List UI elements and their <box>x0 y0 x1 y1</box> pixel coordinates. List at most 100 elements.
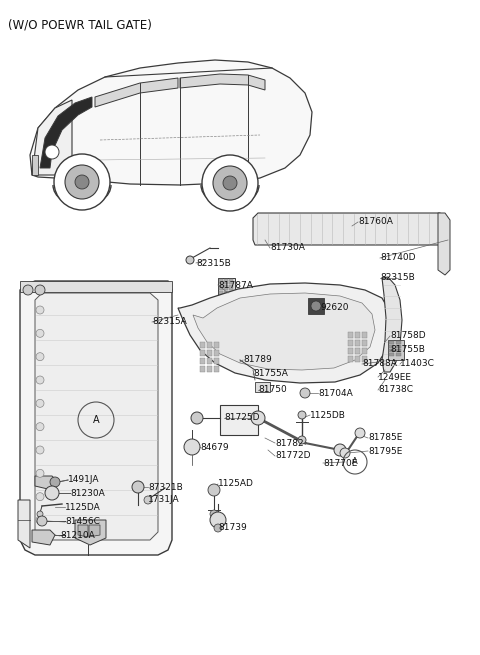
Polygon shape <box>362 348 367 354</box>
Text: 81772D: 81772D <box>275 451 311 460</box>
Circle shape <box>36 306 44 314</box>
Polygon shape <box>214 366 219 372</box>
Polygon shape <box>438 213 450 275</box>
Text: 81755B: 81755B <box>390 345 425 354</box>
Polygon shape <box>355 348 360 354</box>
Polygon shape <box>348 340 353 346</box>
Polygon shape <box>200 358 205 364</box>
Polygon shape <box>396 353 401 356</box>
Circle shape <box>36 376 44 384</box>
Polygon shape <box>95 78 178 107</box>
Polygon shape <box>207 350 212 356</box>
Polygon shape <box>224 285 228 290</box>
Text: 92620: 92620 <box>320 303 348 312</box>
Circle shape <box>36 470 44 477</box>
Circle shape <box>300 388 310 398</box>
Circle shape <box>36 329 44 337</box>
Text: 81739: 81739 <box>218 523 247 533</box>
Circle shape <box>36 446 44 454</box>
Text: 84679: 84679 <box>200 443 228 451</box>
Polygon shape <box>229 285 233 290</box>
Text: 81704A: 81704A <box>318 388 353 398</box>
Text: 11403C: 11403C <box>400 360 435 369</box>
Polygon shape <box>362 332 367 338</box>
Polygon shape <box>207 358 212 364</box>
Polygon shape <box>219 291 223 296</box>
Circle shape <box>223 176 237 190</box>
Circle shape <box>132 481 144 493</box>
Circle shape <box>36 400 44 407</box>
Text: (W/O POEWR TAIL GATE): (W/O POEWR TAIL GATE) <box>8 18 152 31</box>
Text: 81760A: 81760A <box>358 217 393 227</box>
Circle shape <box>54 154 110 210</box>
Polygon shape <box>224 279 228 284</box>
Circle shape <box>202 155 258 211</box>
Text: 82315A: 82315A <box>152 318 187 326</box>
Polygon shape <box>200 342 205 348</box>
Circle shape <box>36 422 44 431</box>
Circle shape <box>65 165 99 199</box>
Circle shape <box>298 411 306 419</box>
Polygon shape <box>35 293 158 540</box>
Polygon shape <box>32 100 72 175</box>
Text: 81770E: 81770E <box>323 458 358 468</box>
Text: 81725D: 81725D <box>224 413 260 422</box>
Polygon shape <box>32 530 55 545</box>
Circle shape <box>210 512 226 528</box>
Text: 82315B: 82315B <box>380 274 415 282</box>
Polygon shape <box>220 405 258 435</box>
Text: 81230A: 81230A <box>70 489 105 498</box>
Text: 1125DB: 1125DB <box>310 411 346 419</box>
Polygon shape <box>207 366 212 372</box>
Polygon shape <box>396 345 401 348</box>
Circle shape <box>340 448 350 458</box>
Text: 82315B: 82315B <box>196 259 231 267</box>
Text: 81738C: 81738C <box>378 386 413 394</box>
Circle shape <box>37 516 47 526</box>
Circle shape <box>144 496 152 504</box>
Circle shape <box>37 511 43 517</box>
Polygon shape <box>18 500 30 548</box>
Circle shape <box>23 285 33 295</box>
Polygon shape <box>389 345 394 348</box>
Circle shape <box>36 352 44 361</box>
Circle shape <box>184 439 200 455</box>
Circle shape <box>213 166 247 200</box>
Polygon shape <box>20 281 172 555</box>
Circle shape <box>36 516 44 524</box>
Circle shape <box>45 145 59 159</box>
Text: 81210A: 81210A <box>60 531 95 540</box>
Polygon shape <box>78 525 88 537</box>
Circle shape <box>186 256 194 264</box>
Text: 81782: 81782 <box>275 438 304 447</box>
Circle shape <box>191 412 203 424</box>
Text: 81456C: 81456C <box>65 517 100 527</box>
Polygon shape <box>362 356 367 362</box>
Polygon shape <box>362 340 367 346</box>
Text: 81789: 81789 <box>243 356 272 364</box>
Text: 81788A: 81788A <box>362 360 397 369</box>
Polygon shape <box>348 356 353 362</box>
Polygon shape <box>355 332 360 338</box>
Circle shape <box>35 285 45 295</box>
Polygon shape <box>214 358 219 364</box>
Polygon shape <box>218 278 235 298</box>
Polygon shape <box>229 291 233 296</box>
Polygon shape <box>355 340 360 346</box>
Circle shape <box>214 524 222 532</box>
Circle shape <box>334 444 346 456</box>
Text: 81740D: 81740D <box>380 253 416 263</box>
Circle shape <box>210 510 218 518</box>
Text: 81795E: 81795E <box>368 447 402 455</box>
Polygon shape <box>219 285 223 290</box>
Circle shape <box>208 484 220 496</box>
Text: A: A <box>93 415 99 425</box>
Polygon shape <box>200 366 205 372</box>
Text: 81758D: 81758D <box>390 331 426 341</box>
Polygon shape <box>219 279 223 284</box>
Text: 81730A: 81730A <box>270 244 305 252</box>
Polygon shape <box>89 525 100 537</box>
Polygon shape <box>229 279 233 284</box>
Text: 1731JA: 1731JA <box>148 495 180 504</box>
Circle shape <box>45 486 59 500</box>
